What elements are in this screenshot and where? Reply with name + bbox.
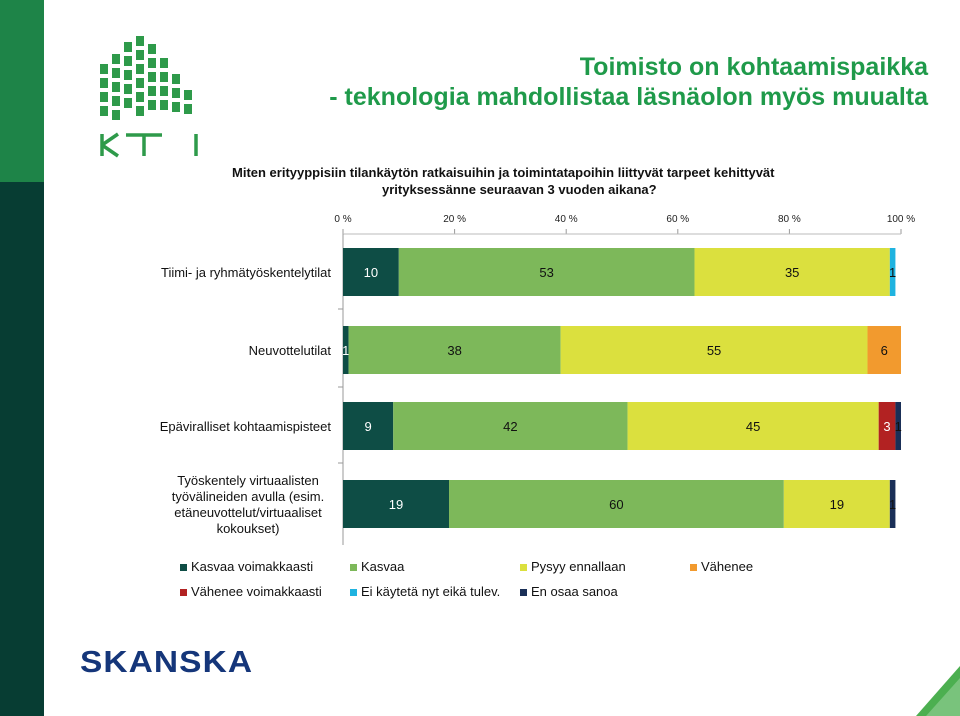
bar-value-label: 19	[389, 497, 403, 512]
chart-title: Miten erityyppisiin tilankäytön ratkaisu…	[232, 164, 852, 198]
legend-label: Vähenee	[701, 559, 753, 574]
slide-title-line2: - teknologia mahdollistaa läsnäolon myös…	[329, 83, 928, 111]
skanska-logo: SKANSKA	[80, 644, 254, 679]
legend-label: Kasvaa	[361, 559, 405, 574]
bar-value-label: 45	[746, 419, 760, 434]
x-tick-label: 80 %	[778, 214, 801, 225]
bar-segment	[449, 480, 784, 528]
category-label: Tiimi- ja ryhmätyöskentelytilat	[161, 265, 331, 280]
legend-label: Vähenee voimakkaasti	[191, 584, 322, 599]
category-label-line: etäneuvottelut/virtuaaliset	[174, 505, 322, 520]
bar-segment	[895, 402, 901, 450]
sidebar-band-top	[0, 0, 44, 182]
bar-segment	[343, 326, 349, 374]
bar-value-label: 55	[707, 343, 721, 358]
bar-value-label: 10	[364, 265, 378, 280]
bar-segment	[398, 248, 695, 296]
bar-value-label: 35	[785, 265, 799, 280]
category-label-line: työvälineiden avulla (esim.	[172, 489, 324, 504]
legend-swatch	[690, 564, 697, 571]
x-tick-label: 20 %	[443, 214, 466, 225]
bar-segment	[878, 402, 896, 450]
bar-value-label: 60	[609, 497, 623, 512]
bar-segment	[867, 326, 901, 374]
bar-segment	[343, 248, 399, 296]
slide-title: Toimisto on kohtaamispaikka - teknologia…	[329, 52, 928, 112]
sidebar-band-bottom	[0, 182, 44, 716]
category-label: Epäviralliset kohtaamispisteet	[160, 419, 332, 434]
category-label: Neuvottelutilat	[249, 343, 332, 358]
slide-title-line1: Toimisto on kohtaamispaikka	[579, 53, 928, 81]
category-label-line: Työskentely virtuaalisten	[177, 473, 319, 488]
x-tick-label: 0 %	[334, 214, 351, 225]
bar-value-label: 1	[895, 419, 902, 434]
bar-segment	[889, 480, 896, 528]
bar-value-label: 42	[503, 419, 517, 434]
legend-label: Kasvaa voimakkaasti	[191, 559, 313, 574]
legend-swatch	[520, 564, 527, 571]
bar-value-label: 1	[889, 265, 896, 280]
kti-logo	[100, 36, 198, 158]
bar-segment	[889, 248, 896, 296]
bar-value-label: 6	[881, 343, 888, 358]
corner-triangle	[916, 666, 960, 716]
bar-segment	[343, 402, 394, 450]
legend-swatch	[350, 589, 357, 596]
bar-segment	[393, 402, 628, 450]
bar-segment	[694, 248, 890, 296]
bar-value-label: 1	[889, 497, 896, 512]
legend-label: En osaa sanoa	[531, 584, 619, 599]
legend-swatch	[180, 589, 187, 596]
x-tick-label: 100 %	[887, 214, 915, 225]
bar-value-label: 1	[342, 343, 349, 358]
category-label-line: kokoukset)	[217, 521, 280, 536]
legend-label: Pysyy ennallaan	[531, 559, 626, 574]
x-tick-label: 60 %	[666, 214, 689, 225]
bar-segment	[348, 326, 561, 374]
legend-swatch	[520, 589, 527, 596]
chart-title-line1: Miten erityyppisiin tilankäytön ratkaisu…	[232, 165, 775, 180]
bar-value-label: 3	[883, 419, 890, 434]
legend-label: Ei käytetä nyt eikä tulev.	[361, 584, 500, 599]
bar-value-label: 19	[830, 497, 844, 512]
bar-segment	[560, 326, 868, 374]
bar-value-label: 53	[539, 265, 553, 280]
bar-value-label: 38	[447, 343, 461, 358]
bar-segment	[343, 480, 450, 528]
sidebar-band	[0, 0, 44, 716]
bar-segment	[627, 402, 879, 450]
x-tick-label: 40 %	[555, 214, 578, 225]
legend-swatch	[180, 564, 187, 571]
chart-title-line2: yrityksessänne seuraavan 3 vuoden aikana…	[382, 182, 657, 197]
legend-swatch	[350, 564, 357, 571]
bar-segment	[783, 480, 890, 528]
bar-value-label: 9	[364, 419, 371, 434]
